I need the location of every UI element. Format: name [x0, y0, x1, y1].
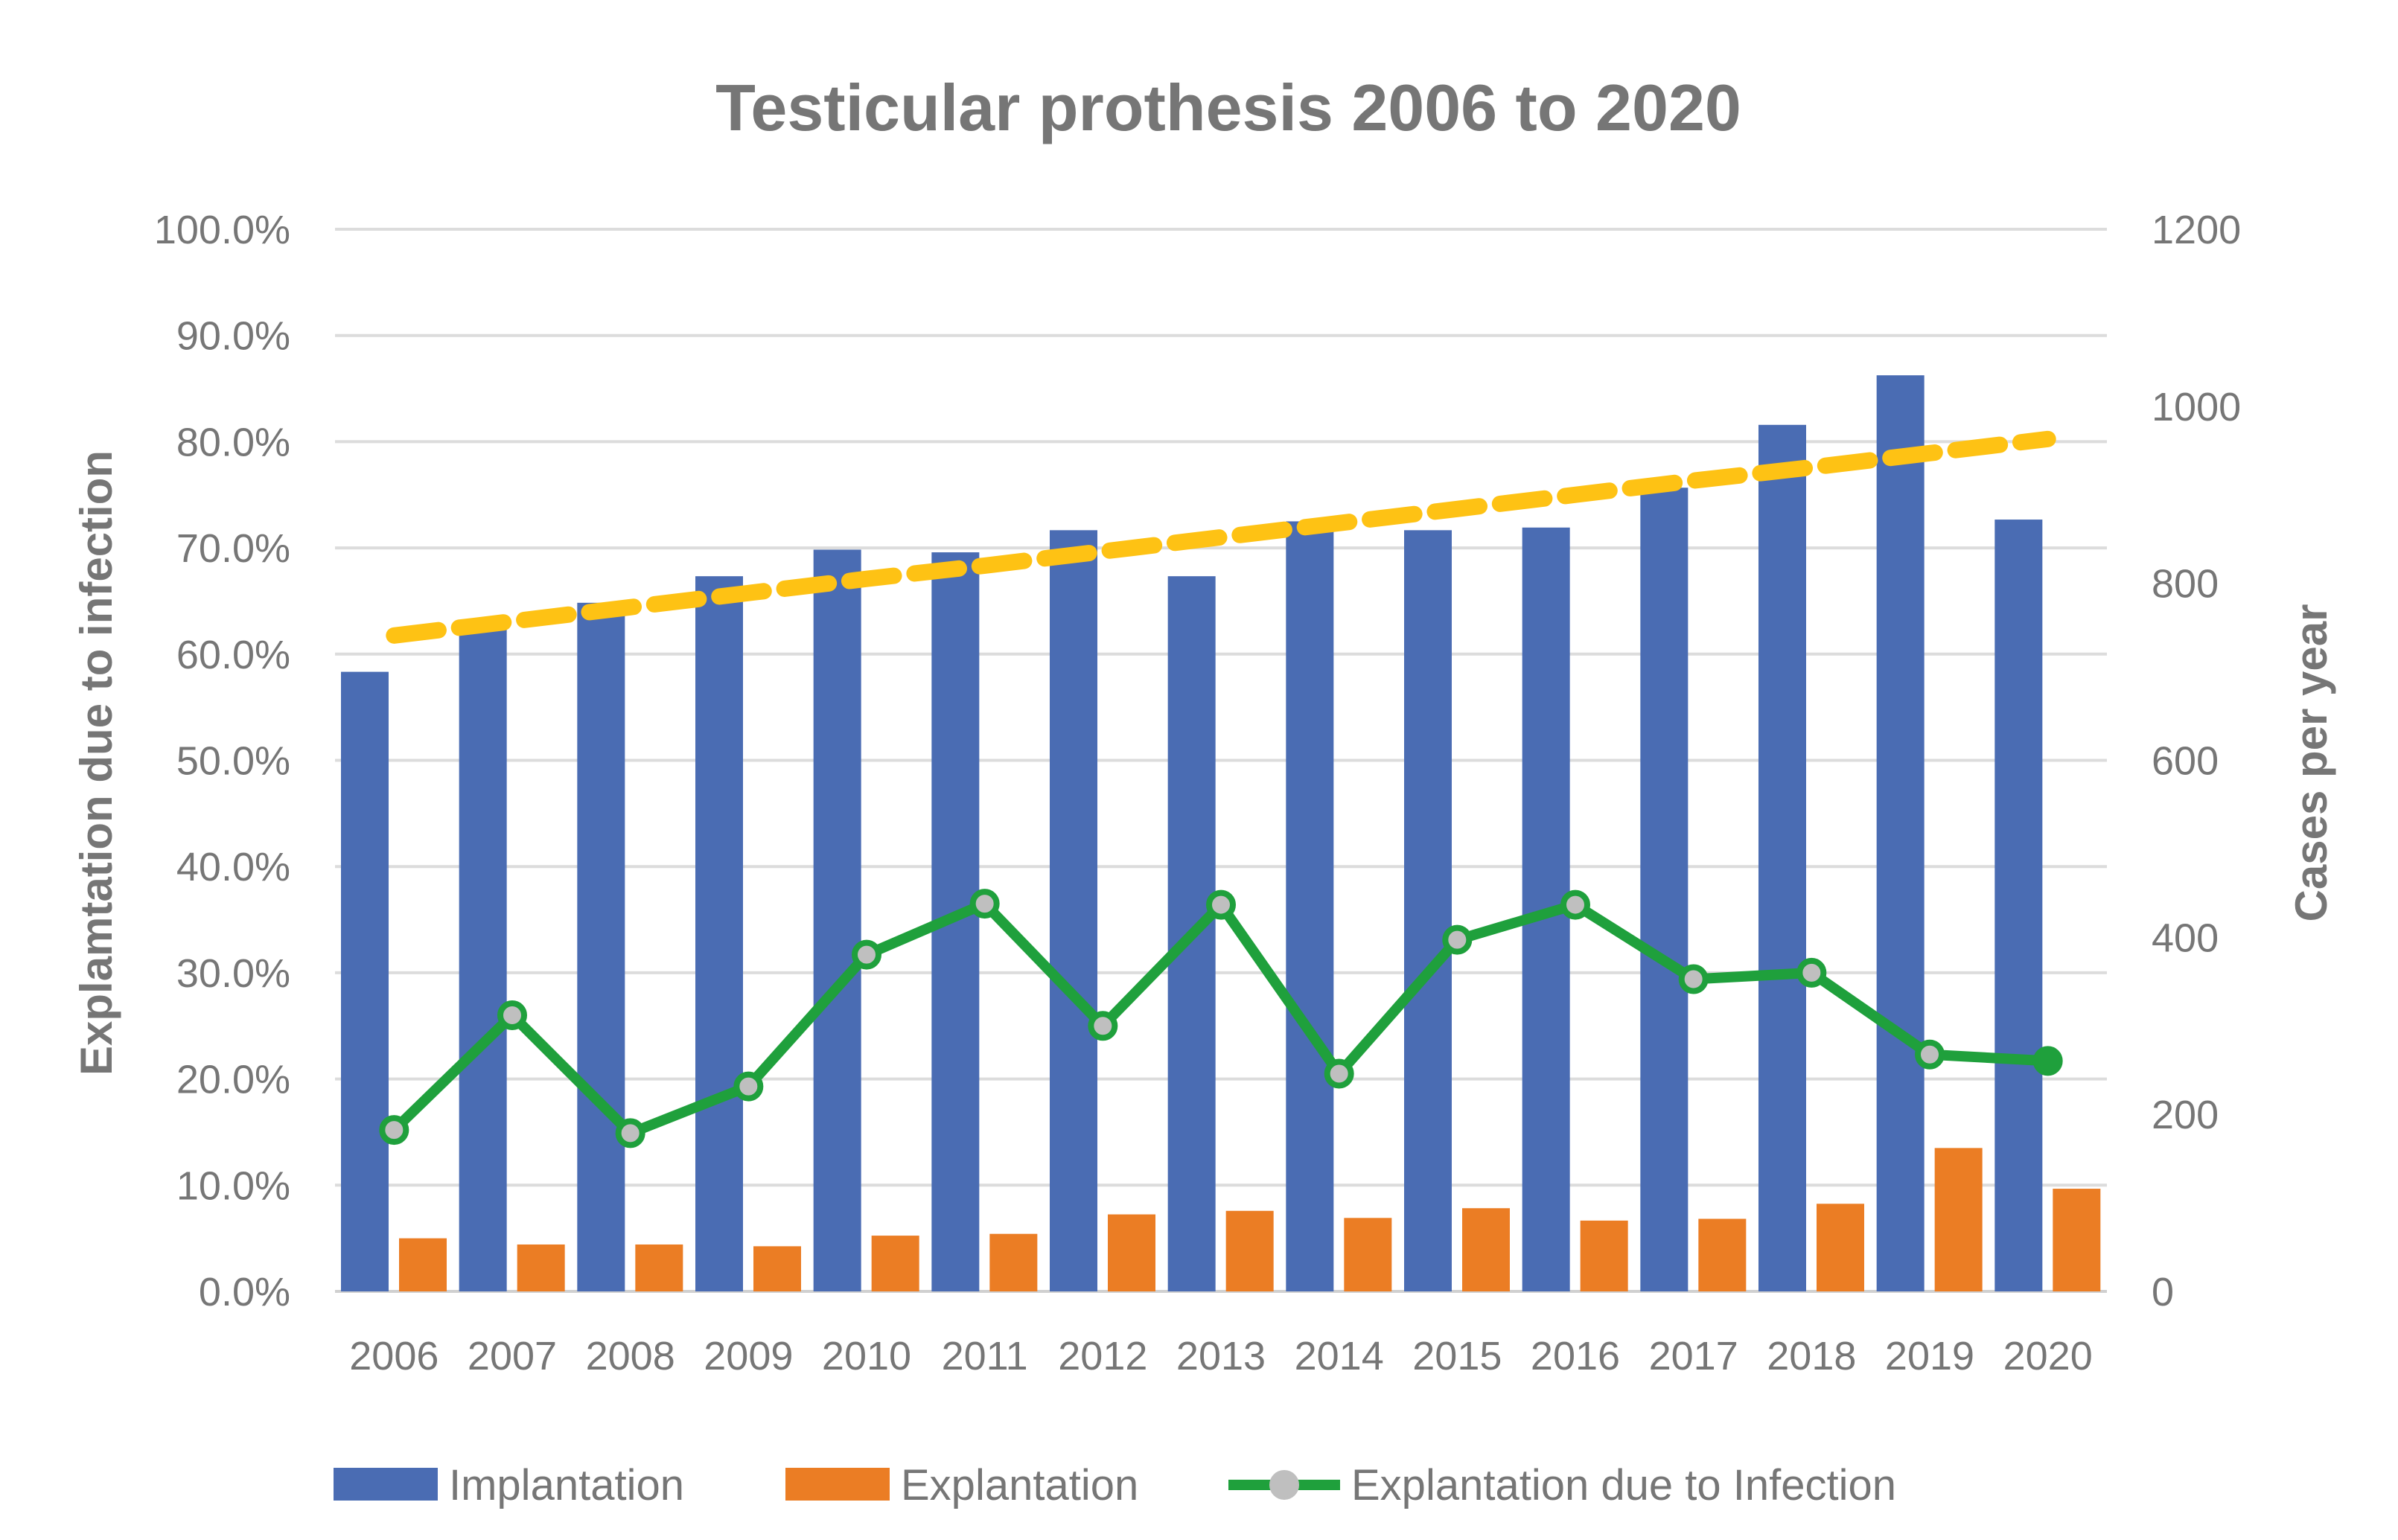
implantation-bar: [1876, 375, 1925, 1291]
implantation-bar: [341, 671, 389, 1291]
x-tick-label: 2006: [349, 1334, 439, 1378]
left-tick-label: 20.0%: [176, 1058, 290, 1102]
explantation-bar: [1462, 1208, 1510, 1291]
legend-infection-marker: [1269, 1470, 1299, 1500]
left-tick-label: 40.0%: [176, 845, 290, 889]
explantation-bar: [1344, 1218, 1392, 1291]
explantation-bar: [1698, 1218, 1747, 1291]
x-tick-label: 2009: [704, 1334, 793, 1378]
infection-point: [2032, 1046, 2063, 1076]
x-tick-label: 2011: [942, 1334, 1028, 1378]
implantation-bar: [459, 621, 507, 1291]
right-tick-label: 200: [2152, 1093, 2219, 1137]
bars: [341, 375, 2101, 1292]
left-tick-label: 90.0%: [176, 314, 290, 359]
x-tick-label: 2014: [1295, 1334, 1384, 1378]
implantation-bar: [1286, 521, 1334, 1291]
x-tick-label: 2019: [1885, 1334, 1974, 1378]
implantation-bar: [577, 602, 625, 1291]
explantation-bar: [2053, 1189, 2101, 1291]
x-tick-label: 2013: [1176, 1334, 1266, 1378]
x-tick-label: 2018: [1767, 1334, 1856, 1378]
right-tick-label: 600: [2152, 739, 2219, 784]
explantation-bar: [871, 1236, 919, 1291]
legend-implantation-label: Implantation: [449, 1461, 684, 1509]
infection-point: [733, 1071, 764, 1102]
legend-explantation-swatch: [785, 1468, 890, 1501]
implantation-bar: [1640, 488, 1689, 1291]
infection-point: [969, 889, 1000, 919]
explantation-bar: [1580, 1220, 1628, 1291]
axes: 0.0% 10.0% 20.0% 30.0% 40.0% 50.0% 60.0% 70.0% 8…: [154, 208, 2241, 1378]
implantation-bar: [1758, 424, 1806, 1291]
trendline: [386, 430, 2056, 644]
x-tick-label: 2017: [1649, 1334, 1738, 1378]
legend: Implantation Explantation Explantation due…: [334, 1461, 1896, 1509]
left-tick-label: 60.0%: [176, 633, 290, 677]
right-tick-label: 1000: [2152, 385, 2241, 429]
left-tick-label: 10.0%: [176, 1163, 290, 1208]
right-tick-label: 400: [2152, 916, 2219, 960]
infection-point: [852, 939, 881, 970]
left-tick-label: 0.0%: [199, 1270, 290, 1314]
x-tick-label: 2008: [586, 1334, 675, 1378]
left-axis-title: Explamtation due to infection: [71, 450, 121, 1076]
x-tick-label: 2007: [468, 1334, 557, 1378]
explantation-bar: [399, 1238, 447, 1291]
implantation-bar: [813, 549, 861, 1291]
left-tick-label: 70.0%: [176, 526, 290, 571]
right-tick-label: 1200: [2152, 208, 2241, 252]
x-tick-label: 2016: [1531, 1334, 1620, 1378]
x-tick-label: 2012: [1058, 1334, 1147, 1378]
infection-point: [1678, 964, 1709, 994]
explantation-bar: [753, 1246, 801, 1291]
left-tick-label: 30.0%: [176, 951, 290, 996]
left-tick-label: 80.0%: [176, 420, 290, 464]
legend-infection-label: Explantation due to Infection: [1351, 1461, 1896, 1509]
infection-point: [1088, 1011, 1118, 1041]
right-tick-label: 800: [2152, 562, 2219, 607]
infection-point: [1206, 889, 1236, 920]
infection-line: [379, 889, 2063, 1148]
implantation-bar: [1404, 530, 1452, 1291]
infection-point: [379, 1115, 409, 1146]
explantation-bar: [517, 1244, 565, 1291]
x-tick-label: 2015: [1412, 1334, 1502, 1378]
explantation-bar: [989, 1233, 1038, 1291]
infection-point: [1915, 1039, 1945, 1070]
infection-point: [1796, 957, 1827, 988]
trend-line: [386, 430, 2056, 644]
infection-point: [615, 1118, 645, 1148]
explantation-bar: [1108, 1214, 1155, 1291]
implantation-bar: [1994, 520, 2043, 1292]
explantation-bar: [635, 1244, 683, 1291]
explantation-bar: [1817, 1204, 1864, 1291]
right-tick-label: 0: [2152, 1270, 2174, 1314]
chart-title: Testicular prothesis 2006 to 2020: [715, 71, 1741, 144]
x-tick-label: 2010: [822, 1334, 911, 1378]
infection-point: [497, 1000, 527, 1030]
x-tick-label: 2020: [2003, 1334, 2093, 1378]
implantation-bar: [1050, 530, 1097, 1291]
left-tick-label: 100.0%: [154, 208, 290, 252]
right-axis-title: Cases per year: [2286, 604, 2336, 922]
legend-explantation-label: Explantation: [901, 1461, 1138, 1509]
explantation-bar: [1934, 1148, 1983, 1291]
explantation-bar: [1225, 1210, 1274, 1291]
left-tick-label: 50.0%: [176, 739, 290, 784]
infection-point: [1324, 1058, 1354, 1089]
implantation-bar: [695, 576, 743, 1291]
legend-implantation-swatch: [334, 1468, 438, 1501]
gridlines: [335, 228, 2107, 1293]
infection-point: [1442, 924, 1473, 955]
infection-point: [1560, 889, 1590, 920]
